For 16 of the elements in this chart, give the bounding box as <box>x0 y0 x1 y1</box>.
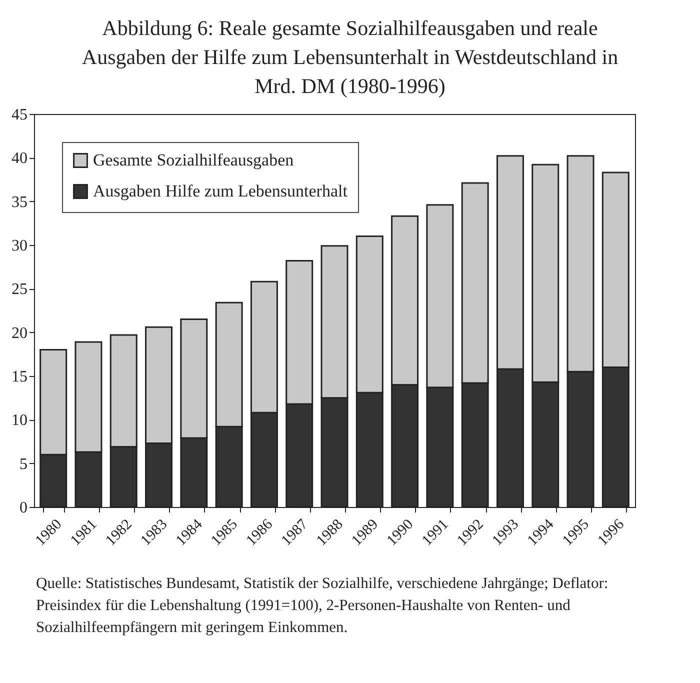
legend-label: Ausgaben Hilfe zum Lebensunterhalt <box>93 182 348 200</box>
y-tick-label: 0 <box>20 500 28 516</box>
y-tick-label: 30 <box>12 238 28 254</box>
x-tick-label: 1991 <box>419 516 452 550</box>
y-tick-label: 45 <box>12 106 28 124</box>
y-tick-label: 15 <box>12 368 28 386</box>
legend-label: Gesamte Sozialhilfeausgaben <box>93 150 294 170</box>
chart-title: Abbildung 6: Reale gesamte Sozialhilfeausgaben und reale Ausgaben der Hilfe zum Lebensunterhalt in Westdeutschland in Mrd. DM (1980-1996) <box>80 15 620 100</box>
y-tick-label: 25 <box>12 281 28 298</box>
y-tick-label: 5 <box>20 456 28 473</box>
y-tick-label: 35 <box>12 194 28 211</box>
x-tick-label: 1981 <box>68 516 100 550</box>
source-note: Quelle: Statistisches Bundesamt, Statistik der Sozialhilfe, verschiedene Jahrgänge; Deflator: Preisindex für die Lebenshaltung (1991=100), 2-Personen-Haushalte von Renten- und Sozialhilfeempfängern mit geringem Einkommen. <box>36 574 610 638</box>
y-tick-label: 20 <box>12 324 28 342</box>
y-tick-label: 10 <box>12 412 28 430</box>
y-tick-label: 40 <box>12 150 28 168</box>
